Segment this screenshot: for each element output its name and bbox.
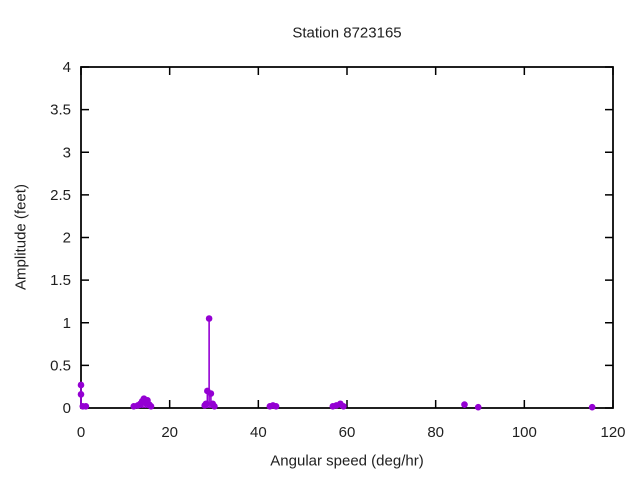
data-point <box>77 391 85 398</box>
y-tick-label: 1 <box>63 315 71 332</box>
x-tick-label: 0 <box>77 424 85 441</box>
y-tick-label: 0 <box>63 400 71 417</box>
data-point <box>147 402 155 410</box>
x-tick-label: 40 <box>250 424 267 441</box>
plot-border <box>80 66 614 409</box>
x-tick-label: 80 <box>427 424 444 441</box>
x-tick-label: 60 <box>339 424 356 441</box>
data-point <box>588 403 596 411</box>
x-tick-label: 100 <box>512 424 537 441</box>
data-point <box>205 315 213 322</box>
y-tick-label: 1.5 <box>50 272 71 289</box>
data-point <box>340 402 347 410</box>
data-point <box>207 390 215 397</box>
data-point <box>461 401 468 408</box>
y-axis-label: Amplitude (feet) <box>12 184 30 290</box>
y-tick-label: 4 <box>63 59 71 76</box>
y-tick-label: 2.5 <box>50 187 71 204</box>
data-point <box>77 381 85 389</box>
y-tick-label: 3 <box>63 144 71 161</box>
x-tick-label: 120 <box>600 424 625 441</box>
chart-title: Station 8723165 <box>292 24 402 42</box>
data-point <box>202 400 210 408</box>
x-tick-label: 20 <box>161 424 178 441</box>
y-tick-label: 0.5 <box>50 357 71 374</box>
y-tick-label: 3.5 <box>50 102 71 119</box>
y-tick-label: 2 <box>63 230 71 247</box>
x-axis-label: Angular speed (deg/hr) <box>270 452 424 470</box>
data-point <box>272 402 280 410</box>
data-point <box>82 402 90 410</box>
data-point <box>211 402 218 410</box>
data-point <box>474 403 482 411</box>
